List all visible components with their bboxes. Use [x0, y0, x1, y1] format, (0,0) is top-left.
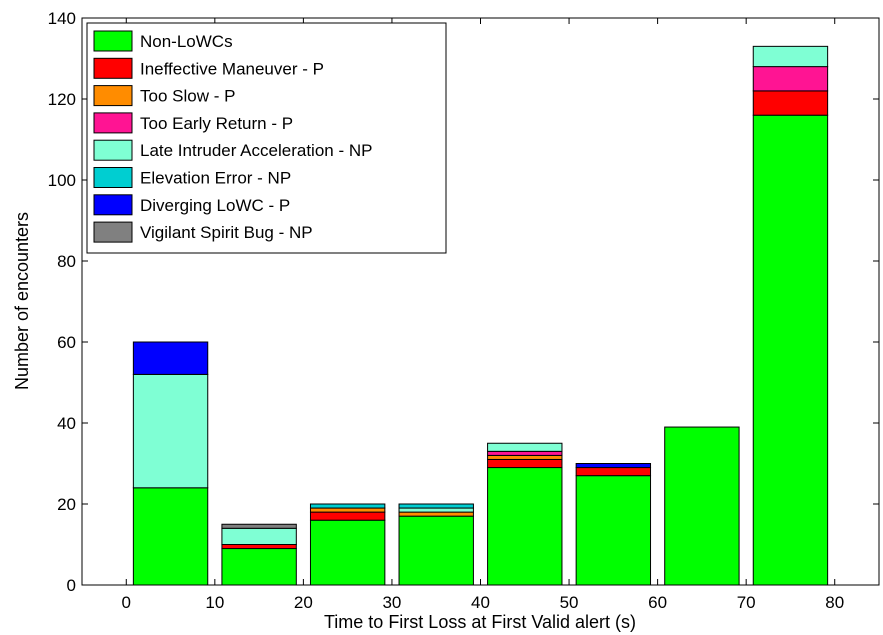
bar-segment-bin2-series0 [309, 519, 386, 586]
legend-swatch [93, 85, 133, 107]
bar-segment-bin5-series0 [575, 475, 652, 586]
x-tick-label: 60 [648, 593, 667, 612]
x-axis-label: Time to First Loss at First Valid alert … [324, 612, 636, 632]
bar-segment-bin3-series4 [398, 507, 474, 513]
legend-swatch [93, 57, 133, 79]
legend-swatch [93, 221, 133, 243]
bar-segment-bin0-series0 [132, 487, 209, 586]
bar-segment-bin7-series4 [752, 45, 829, 68]
legend-entry-label: Diverging LoWC - P [140, 196, 290, 215]
bar-segment-bin4-series2 [487, 454, 563, 460]
x-tick-label: 70 [737, 593, 756, 612]
bars-group [132, 45, 829, 586]
legend-entry-label: Late Intruder Acceleration - NP [140, 141, 372, 160]
bar-segment-bin7-series0 [752, 114, 829, 586]
bar-segment-bin1-series0 [221, 548, 297, 586]
bar-segment-bin2-series2 [309, 507, 386, 513]
bar-segment-bin3-series0 [398, 515, 474, 586]
y-tick-label: 60 [57, 333, 76, 352]
bar-segment-bin7-series1 [752, 90, 829, 116]
bar-segment-bin4-series4 [487, 442, 563, 452]
y-tick-label: 140 [48, 9, 76, 28]
x-tick-label: 0 [122, 593, 131, 612]
bar-segment-bin5-series1 [575, 467, 652, 477]
x-tick-label: 50 [560, 593, 579, 612]
y-tick-label: 100 [48, 171, 76, 190]
bar-segment-bin4-series3 [487, 450, 563, 456]
legend-swatch [93, 194, 133, 216]
x-tick-label: 30 [382, 593, 401, 612]
legend-entry-label: Non-LoWCs [140, 32, 233, 51]
bar-segment-bin1-series1 [221, 544, 297, 550]
legend-entry-label: Too Slow - P [140, 87, 235, 106]
x-tick-label: 20 [294, 593, 313, 612]
bar-segment-bin5-series6 [575, 463, 652, 469]
x-tick-label: 40 [471, 593, 490, 612]
y-axis-ticks: 0 20 40 60 80 100 120 140 [48, 9, 879, 595]
bar-segment-bin6-series0 [664, 426, 740, 586]
legend: Non-LoWCs Ineffective Maneuver - P Too Slo… [86, 22, 447, 254]
y-tick-label: 80 [57, 252, 76, 271]
bar-segment-bin1-series4 [221, 527, 297, 545]
bar-segment-bin7-series3 [752, 66, 829, 92]
bar-segment-bin1-series7 [221, 523, 297, 529]
legend-entry-label: Vigilant Spirit Bug - NP [140, 223, 313, 242]
bar-segment-bin0-series4 [132, 373, 209, 489]
bar-segment-bin2-series5 [309, 503, 386, 509]
bar-segment-bin0-series6 [132, 341, 209, 375]
legend-entry-label: Elevation Error - NP [140, 169, 291, 188]
bar-segment-bin2-series1 [309, 511, 386, 521]
y-axis-label: Number of encounters [12, 212, 32, 390]
legend-swatch [93, 167, 133, 188]
y-tick-label: 120 [48, 90, 76, 109]
legend-swatch [93, 139, 133, 161]
x-tick-label: 10 [205, 593, 224, 612]
legend-swatch [93, 30, 133, 52]
legend-entry-label: Ineffective Maneuver - P [140, 59, 324, 78]
legend-box [86, 22, 447, 254]
legend-swatch [93, 112, 133, 134]
y-tick-label: 0 [67, 576, 76, 595]
x-axis-ticks: 0 10 20 30 40 50 60 70 80 [122, 18, 844, 612]
bar-segment-bin4-series0 [487, 467, 563, 586]
y-tick-label: 40 [57, 414, 76, 433]
y-tick-label: 20 [57, 495, 76, 514]
x-tick-label: 80 [825, 593, 844, 612]
bar-segment-bin3-series2 [398, 511, 474, 517]
legend-entry-label: Too Early Return - P [140, 114, 293, 133]
bar-segment-bin4-series1 [487, 458, 563, 469]
bar-segment-bin3-series5 [398, 503, 474, 509]
